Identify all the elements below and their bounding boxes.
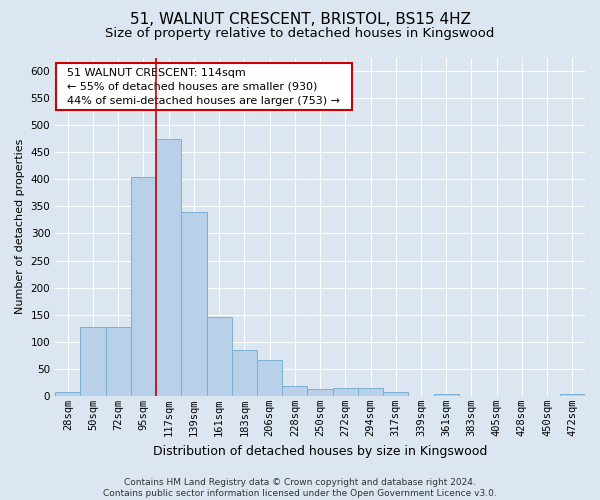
Bar [106, 326, 131, 396]
Bar [434, 394, 459, 396]
Bar [80, 326, 106, 396]
Text: 51, WALNUT CRESCENT, BRISTOL, BS15 4HZ: 51, WALNUT CRESCENT, BRISTOL, BS15 4HZ [130, 12, 470, 28]
Text: 51 WALNUT CRESCENT: 114sqm  
  ← 55% of detached houses are smaller (930)  
  44: 51 WALNUT CRESCENT: 114sqm ← 55% of deta… [61, 68, 347, 106]
Bar [206, 318, 232, 396]
Bar [307, 390, 332, 396]
Bar [257, 360, 282, 396]
X-axis label: Distribution of detached houses by size in Kingswood: Distribution of detached houses by size … [153, 444, 487, 458]
Bar [332, 388, 358, 396]
Bar [156, 138, 181, 396]
Text: Size of property relative to detached houses in Kingswood: Size of property relative to detached ho… [106, 28, 494, 40]
Bar [383, 392, 409, 396]
Bar [560, 394, 585, 396]
Bar [358, 388, 383, 396]
Text: Contains HM Land Registry data © Crown copyright and database right 2024.
Contai: Contains HM Land Registry data © Crown c… [103, 478, 497, 498]
Y-axis label: Number of detached properties: Number of detached properties [15, 139, 25, 314]
Bar [131, 176, 156, 396]
Bar [181, 212, 206, 396]
Bar [55, 392, 80, 396]
Bar [232, 350, 257, 396]
Bar [282, 386, 307, 396]
